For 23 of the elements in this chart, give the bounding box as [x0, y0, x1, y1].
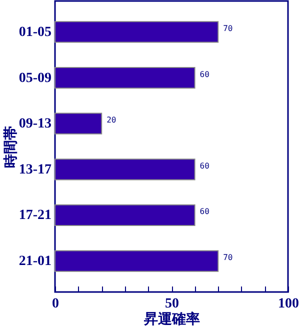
data-label: 20 — [106, 116, 116, 125]
y-tick-label: 13-17 — [18, 162, 52, 178]
data-label: 60 — [200, 207, 210, 216]
bar — [54, 204, 196, 226]
data-label: 60 — [200, 70, 210, 79]
data-label: 70 — [223, 24, 233, 33]
x-tick-label: 0 — [52, 296, 59, 312]
data-label: 70 — [223, 253, 233, 262]
x-tick-label: 100 — [278, 296, 299, 312]
bar — [54, 250, 219, 272]
x-tick-label: 50 — [165, 296, 179, 312]
y-axis-title: 時間帯 — [2, 126, 19, 168]
x-axis-title: 昇運確率 — [143, 310, 200, 328]
data-label: 60 — [200, 161, 210, 170]
bar — [54, 158, 196, 180]
bar — [54, 21, 219, 43]
y-tick-label: 01-05 — [18, 24, 52, 40]
y-tick-label: 05-09 — [18, 70, 52, 86]
bar — [54, 112, 102, 134]
y-tick-label: 17-21 — [18, 208, 52, 224]
y-tick-label: 21-01 — [18, 254, 52, 270]
y-tick-label: 09-13 — [18, 116, 52, 132]
bar — [54, 66, 196, 89]
